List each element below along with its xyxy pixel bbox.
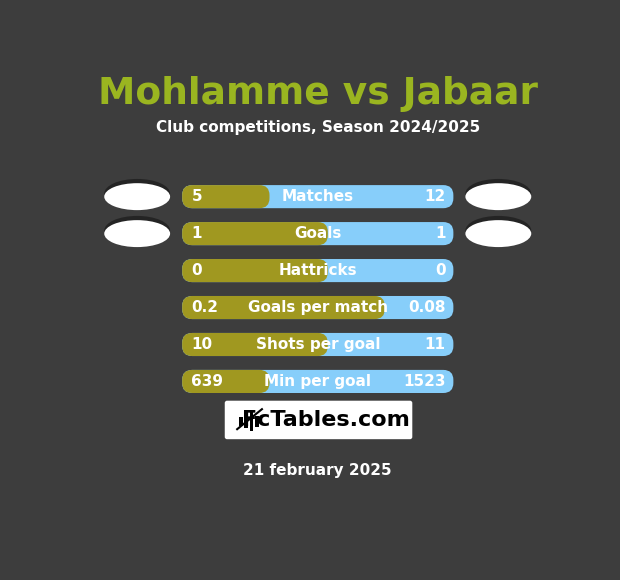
Text: 1: 1 xyxy=(435,226,446,241)
Text: 5: 5 xyxy=(192,189,202,204)
Ellipse shape xyxy=(104,216,170,245)
Bar xyxy=(249,412,254,431)
Ellipse shape xyxy=(104,179,170,208)
Text: 0.2: 0.2 xyxy=(192,300,218,315)
FancyBboxPatch shape xyxy=(182,333,328,356)
Text: 1523: 1523 xyxy=(403,374,446,389)
FancyBboxPatch shape xyxy=(182,333,453,356)
Ellipse shape xyxy=(466,183,531,210)
Bar xyxy=(239,417,242,426)
Text: Goals: Goals xyxy=(294,226,342,241)
Bar xyxy=(255,415,259,427)
Text: 12: 12 xyxy=(424,189,446,204)
Text: 0.08: 0.08 xyxy=(408,300,446,315)
FancyBboxPatch shape xyxy=(182,185,453,208)
FancyBboxPatch shape xyxy=(224,401,412,439)
FancyBboxPatch shape xyxy=(182,259,328,282)
Text: FcTables.com: FcTables.com xyxy=(242,410,410,430)
Ellipse shape xyxy=(104,220,170,247)
Text: Matches: Matches xyxy=(281,189,354,204)
Ellipse shape xyxy=(104,183,170,210)
Ellipse shape xyxy=(466,220,531,247)
Text: Min per goal: Min per goal xyxy=(264,374,371,389)
Text: 10: 10 xyxy=(192,337,213,352)
Text: 0: 0 xyxy=(435,263,446,278)
FancyBboxPatch shape xyxy=(182,370,270,393)
Text: Mohlamme vs Jabaar: Mohlamme vs Jabaar xyxy=(98,76,538,113)
Text: Shots per goal: Shots per goal xyxy=(255,337,380,352)
Text: 21 february 2025: 21 february 2025 xyxy=(244,462,392,477)
Text: 0: 0 xyxy=(192,263,202,278)
FancyBboxPatch shape xyxy=(182,222,328,245)
FancyBboxPatch shape xyxy=(182,296,385,319)
FancyBboxPatch shape xyxy=(182,259,453,282)
Ellipse shape xyxy=(466,216,531,245)
Text: 1: 1 xyxy=(192,226,202,241)
FancyBboxPatch shape xyxy=(182,185,270,208)
FancyBboxPatch shape xyxy=(182,222,453,245)
Text: 11: 11 xyxy=(425,337,446,352)
Text: 639: 639 xyxy=(192,374,223,389)
Text: Club competitions, Season 2024/2025: Club competitions, Season 2024/2025 xyxy=(156,120,480,135)
Text: Goals per match: Goals per match xyxy=(247,300,388,315)
Ellipse shape xyxy=(466,179,531,208)
FancyBboxPatch shape xyxy=(182,296,453,319)
Bar xyxy=(244,415,248,429)
Text: Hattricks: Hattricks xyxy=(278,263,357,278)
FancyBboxPatch shape xyxy=(182,370,453,393)
